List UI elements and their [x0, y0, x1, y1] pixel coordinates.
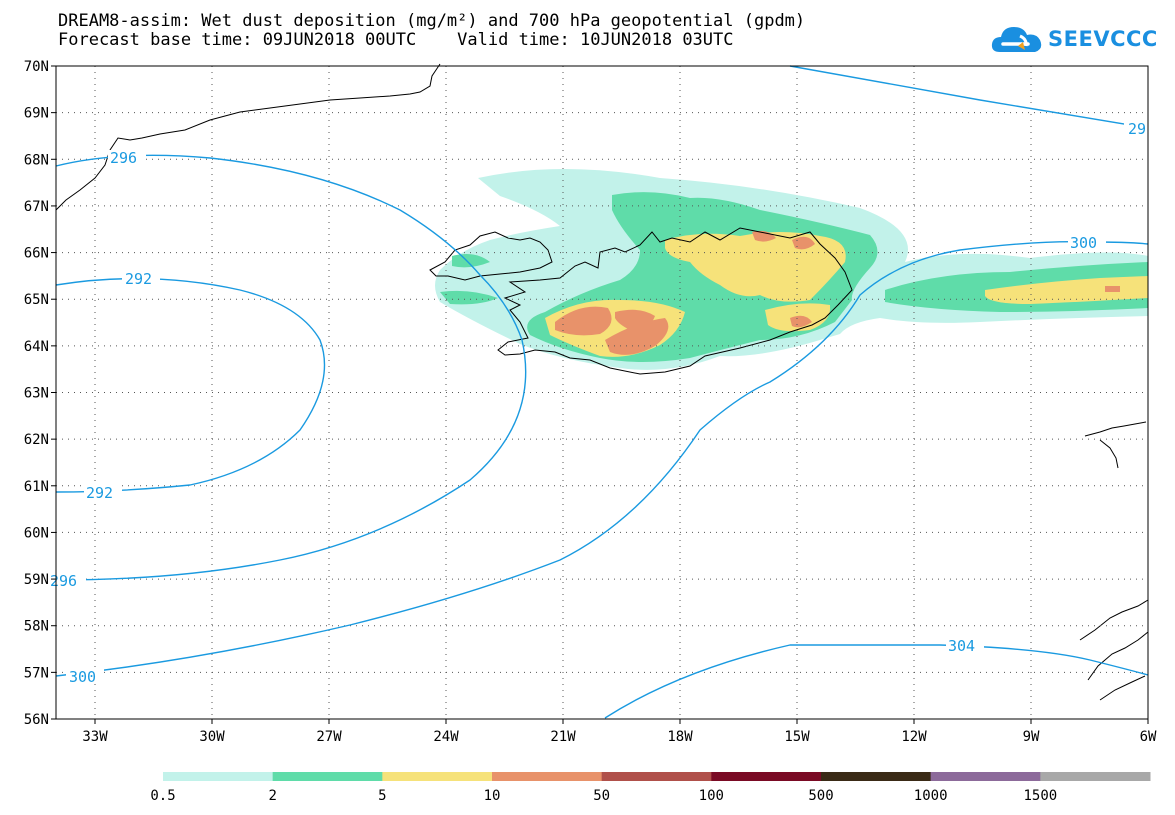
colorbar-swatch [492, 772, 603, 781]
colorbar-swatch [821, 772, 932, 781]
colorbar-tick-label: 5 [378, 788, 386, 804]
contour-292 [55, 277, 326, 493]
dust-deposition-band [985, 276, 1148, 304]
longitude-label: 27W [316, 729, 342, 745]
contour-296-north [55, 154, 527, 581]
longitude-label: 15W [784, 729, 810, 745]
colorbar-swatch [382, 772, 493, 781]
colorbar-swatch [601, 772, 712, 781]
longitude-label: 33W [82, 729, 108, 745]
iceland-westfjords [429, 231, 553, 281]
dust-deposition-band [440, 290, 498, 305]
longitude-label: 12W [901, 729, 927, 745]
dust-deposition-band [665, 232, 846, 302]
contour-label: 29 [1128, 120, 1146, 138]
longitude-label: 6W [1140, 729, 1157, 745]
contour-label: 304 [948, 637, 975, 655]
longitude-label: 21W [550, 729, 576, 745]
latitude-label: 61N [24, 479, 49, 495]
longitude-label: 24W [433, 729, 459, 745]
colorbar-tick-label: 1000 [914, 788, 948, 804]
latitude-label: 60N [24, 525, 49, 541]
colorbar-swatch [930, 772, 1041, 781]
longitude-label: 9W [1023, 729, 1040, 745]
contour-label: 296 [50, 572, 77, 590]
map-frame [55, 65, 1149, 720]
latitude-label: 69N [24, 106, 49, 122]
latitude-label: 65N [24, 292, 49, 308]
contour-label: 292 [86, 484, 113, 502]
colorbar-swatch [1040, 772, 1151, 781]
logo-text: SEEVCCC [1048, 27, 1158, 51]
latitude-label: 56N [24, 712, 49, 728]
seevccc-logo: SEEVCCC [990, 22, 1158, 56]
colorbar-tick-label: 10 [484, 788, 501, 804]
latitude-label: 57N [24, 665, 49, 681]
latitude-label: 63N [24, 386, 49, 402]
dust-deposition-band [1105, 286, 1120, 292]
contour-label: 296 [110, 149, 137, 167]
latitude-label: 58N [24, 619, 49, 635]
lat-lon-grid: 70N 69N 68N 67N 66N 65N 64N 63N 62N 61N 60N 59N 58N 5… [24, 59, 1157, 745]
colorbar: 0.5 2 5 10 50 100 500 1000 1500 [150, 772, 1151, 804]
colorbar-tick-label: 500 [808, 788, 833, 804]
map-title: DREAM8-assim: Wet dust deposition (mg/m²… [58, 11, 806, 31]
contour-304 [604, 644, 1149, 719]
dust-deposition-band [792, 236, 815, 250]
colorbar-tick-label: 50 [593, 788, 610, 804]
colorbar-swatch [272, 772, 383, 781]
colorbar-tick-label: 0.5 [150, 788, 175, 804]
longitude-label: 18W [667, 729, 693, 745]
dust-deposition-shading [435, 169, 1148, 370]
latitude-label: 67N [24, 199, 49, 215]
coastlines [55, 63, 1149, 701]
iceland-coastline [497, 227, 853, 375]
faroe-coastline [1084, 421, 1147, 469]
latitude-label: 64N [24, 339, 49, 355]
cloud-icon [991, 27, 1042, 52]
contour-300-mid [55, 240, 1149, 677]
geopotential-contours [55, 65, 1149, 719]
colorbar-tick-label: 2 [268, 788, 276, 804]
colorbar-tick-label: 100 [699, 788, 724, 804]
contour-label: 300 [69, 668, 96, 686]
latitude-label: 66N [24, 246, 49, 262]
latitude-label: 68N [24, 152, 49, 168]
latitude-label: 59N [24, 572, 49, 588]
colorbar-swatch [163, 772, 274, 781]
dust-deposition-band [790, 315, 812, 328]
contour-label: 292 [125, 270, 152, 288]
longitude-label: 30W [199, 729, 225, 745]
dust-deposition-band [555, 306, 612, 336]
colorbar-tick-label: 1500 [1023, 788, 1057, 804]
latitude-label: 70N [24, 59, 49, 75]
colorbar-swatch [711, 772, 822, 781]
contour-29x-top [789, 65, 1149, 129]
greenland-coastline [55, 63, 441, 211]
latitude-label: 62N [24, 432, 49, 448]
scotland-coastline [1079, 599, 1149, 701]
forecast-times: Forecast base time: 09JUN2018 00UTC Vali… [58, 30, 734, 50]
dust-deposition-band [452, 254, 490, 268]
contour-label: 300 [1070, 234, 1097, 252]
contour-label-group: 296 292 292 296 300 300 304 29 [50, 120, 1148, 686]
